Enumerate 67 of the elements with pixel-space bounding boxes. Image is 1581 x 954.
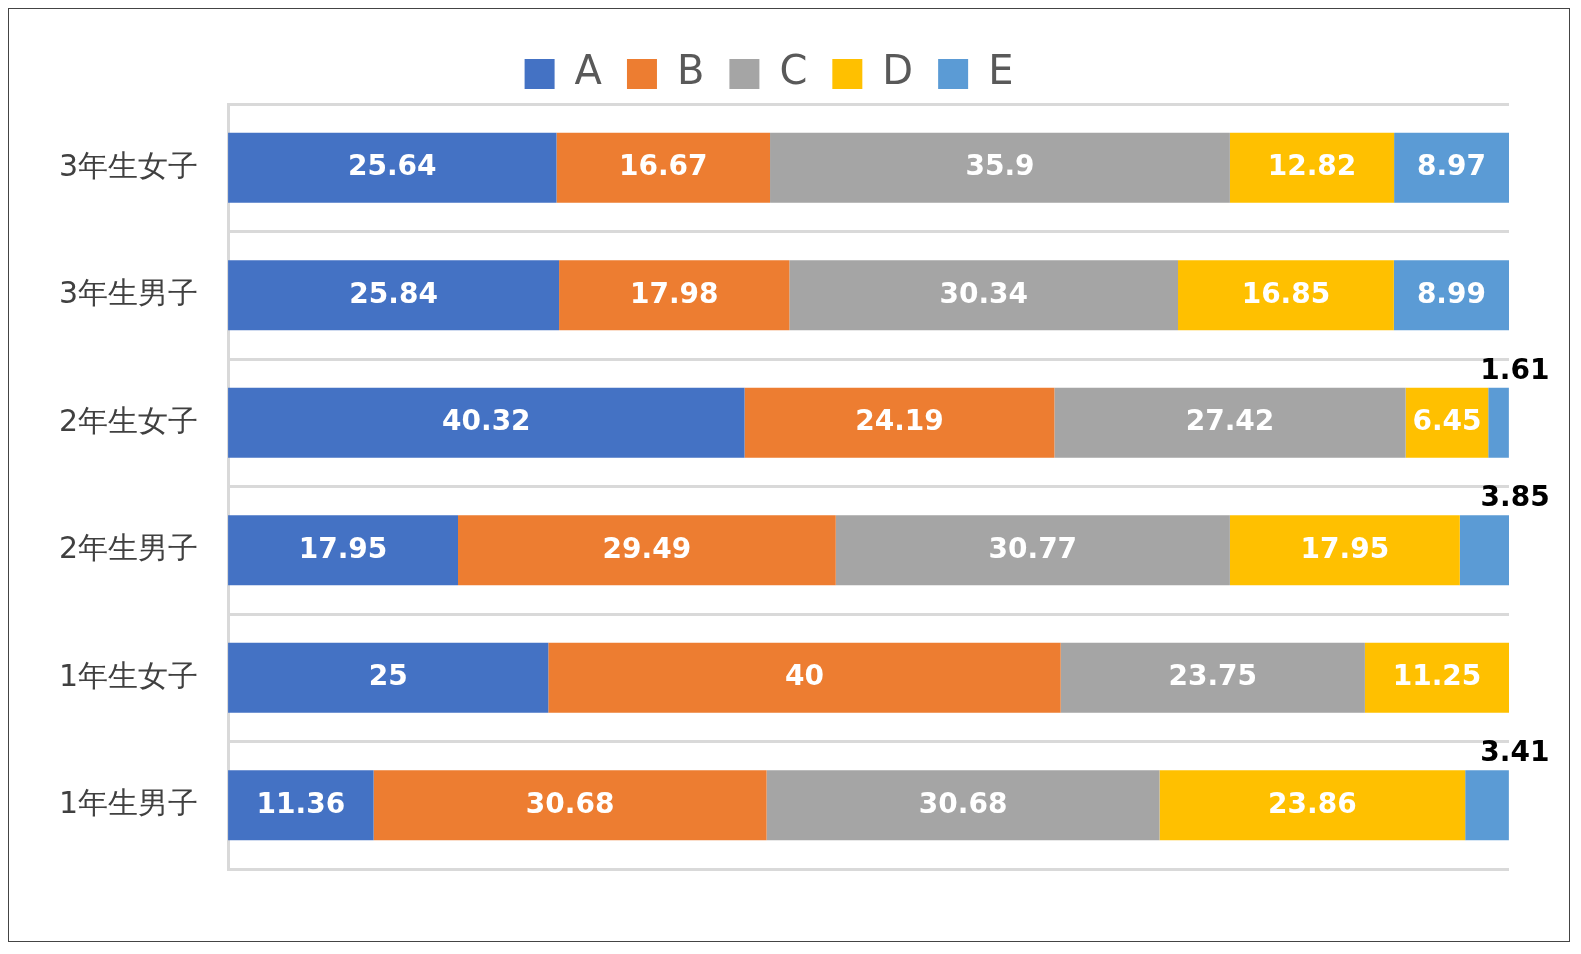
y-tick-label: 1年生男子 [58, 785, 199, 821]
data-label: 40.32 [442, 404, 531, 438]
data-label: 16.67 [618, 149, 708, 183]
bar [1229, 132, 1395, 203]
y-tick-label: 3年生男子 [58, 275, 199, 311]
data-label: 16.85 [1241, 276, 1331, 310]
data-label: 30.68 [525, 786, 615, 820]
data-label: 3.85 [1480, 480, 1550, 514]
bar [228, 770, 374, 841]
data-label: 30.68 [918, 786, 1008, 820]
bar [228, 515, 459, 586]
bar [766, 770, 1160, 841]
data-label: 35.9 [965, 149, 1035, 183]
data-label: 12.82 [1267, 149, 1357, 183]
bar [1159, 770, 1466, 841]
bar [373, 770, 767, 841]
data-label: 8.99 [1416, 276, 1486, 310]
data-label: 17.95 [1300, 531, 1390, 565]
data-label: 29.49 [602, 531, 692, 565]
data-label: 30.34 [939, 276, 1028, 310]
data-label: 30.77 [988, 531, 1078, 565]
data-label: 25.84 [349, 276, 438, 310]
bar [556, 132, 771, 203]
y-tick-label: 1年生女子 [58, 657, 199, 693]
bar [548, 642, 1061, 713]
bar [1364, 642, 1509, 713]
bar [1465, 770, 1509, 841]
data-label: 23.86 [1268, 786, 1357, 820]
data-label: 40 [785, 659, 824, 693]
data-label: 25 [368, 659, 408, 693]
bar [1060, 642, 1365, 713]
data-label: 3.41 [1480, 735, 1550, 769]
y-tick-label: 2年生男子 [58, 530, 199, 566]
bar [458, 515, 836, 586]
bar [1229, 515, 1460, 586]
bar [228, 132, 557, 203]
data-label: 17.98 [629, 276, 719, 310]
data-label: 17.95 [298, 531, 388, 565]
bar [744, 387, 1055, 458]
data-label: 8.97 [1417, 149, 1487, 183]
data-label: 11.36 [256, 786, 346, 820]
data-label: 27.42 [1185, 404, 1275, 438]
data-label: 6.45 [1412, 404, 1482, 438]
bar [1488, 387, 1509, 458]
legend-label: D [882, 47, 914, 94]
data-label: 23.75 [1168, 659, 1258, 693]
bar [228, 642, 549, 713]
legend-label: A [574, 47, 603, 94]
bar [835, 515, 1230, 586]
data-label: 1.61 [1480, 352, 1550, 386]
bar [228, 387, 745, 458]
data-label: 25.64 [348, 149, 437, 183]
bar [228, 260, 560, 331]
data-label: 11.25 [1392, 659, 1482, 693]
legend-label: B [676, 47, 705, 94]
bar [559, 260, 790, 331]
data-label: 24.19 [855, 404, 944, 438]
y-tick-label: 2年生女子 [58, 402, 199, 438]
bar [789, 260, 1179, 331]
bar [1459, 515, 1509, 586]
bar [1054, 387, 1406, 458]
bar [1178, 260, 1394, 331]
legend-label: C [779, 47, 808, 94]
bar [1394, 132, 1509, 203]
legend-label: E [988, 47, 1014, 94]
y-tick-label: 3年生女子 [58, 147, 199, 183]
bar [770, 132, 1230, 203]
